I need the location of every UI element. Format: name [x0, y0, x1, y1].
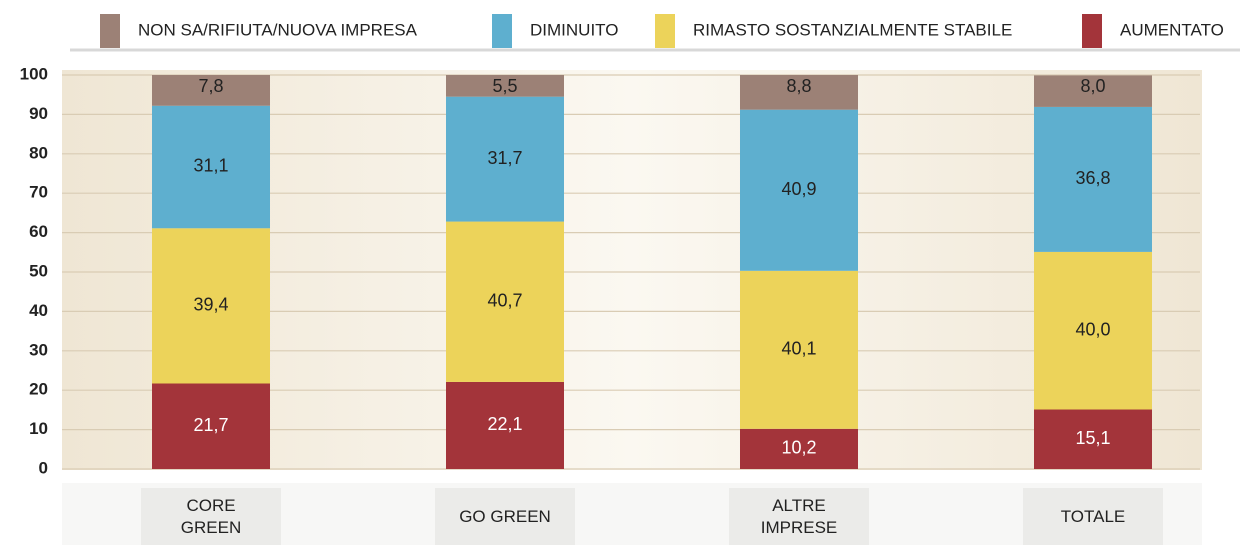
legend-swatch — [655, 14, 675, 48]
x-tick-label: ALTRE IMPRESE — [760, 495, 838, 537]
bar-segment — [446, 221, 564, 382]
y-tick-label: 80 — [29, 143, 48, 162]
legend-swatch — [100, 14, 120, 48]
bar-segment — [740, 270, 858, 429]
legend-label: DIMINUITO — [530, 20, 618, 39]
bar-segment — [1034, 251, 1152, 410]
bar-segment — [152, 228, 270, 384]
value-label: 39,4 — [193, 295, 228, 315]
value-label: 22,1 — [487, 414, 522, 434]
x-tick-label: GO GREEN — [459, 506, 551, 526]
bar-segment — [446, 75, 564, 97]
bar-segment — [1034, 106, 1152, 252]
value-label: 15,1 — [1075, 428, 1110, 448]
value-label: 8,0 — [1080, 76, 1105, 96]
value-label: 40,9 — [781, 179, 816, 199]
x-label-box: GO GREEN — [435, 488, 575, 545]
value-label: 40,7 — [487, 290, 522, 310]
bar-segment — [1034, 409, 1152, 469]
legend-label: NON SA/RIFIUTA/NUOVA IMPRESA — [138, 20, 418, 39]
value-label: 40,1 — [781, 339, 816, 359]
legend-swatch — [1082, 14, 1102, 48]
bar-segment — [152, 75, 270, 106]
value-label: 36,8 — [1075, 168, 1110, 188]
value-label: 21,7 — [193, 415, 228, 435]
y-tick-label: 40 — [29, 301, 48, 320]
x-tick-label: TOTALE — [1060, 506, 1126, 526]
value-label: 7,8 — [198, 76, 223, 96]
x-label-box: TOTALE — [1023, 488, 1163, 545]
y-tick-label: 30 — [29, 340, 48, 359]
value-label: 40,0 — [1075, 319, 1110, 339]
bar-segment — [152, 105, 270, 229]
legend-label: AUMENTATO — [1120, 20, 1224, 39]
bar-segment — [740, 428, 858, 469]
legend-swatch — [492, 14, 512, 48]
bar-segment — [446, 381, 564, 469]
x-label-box: ALTRE IMPRESE — [729, 488, 869, 545]
y-tick-label: 100 — [20, 64, 48, 83]
y-tick-label: 50 — [29, 261, 48, 280]
bar-segment — [1034, 75, 1152, 107]
value-label: 10,2 — [781, 438, 816, 458]
bar-segment — [152, 383, 270, 469]
y-tick-label: 60 — [29, 222, 48, 241]
value-label: 8,8 — [786, 76, 811, 96]
y-tick-label: 10 — [29, 419, 48, 438]
y-tick-label: 0 — [39, 458, 48, 477]
bar-segment — [740, 109, 858, 271]
y-tick-label: 70 — [29, 183, 48, 202]
value-label: 31,7 — [487, 148, 522, 168]
x-tick-label: CORE GREEN — [180, 495, 242, 537]
bar-segment — [740, 75, 858, 110]
y-tick-label: 90 — [29, 104, 48, 123]
y-tick-label: 20 — [29, 380, 48, 399]
value-label: 31,1 — [193, 156, 228, 176]
bar-segment — [446, 96, 564, 222]
legend-label: RIMASTO SOSTANZIALMENTE STABILE — [693, 20, 1012, 39]
value-label: 5,5 — [492, 76, 517, 96]
x-label-box: CORE GREEN — [141, 488, 281, 545]
